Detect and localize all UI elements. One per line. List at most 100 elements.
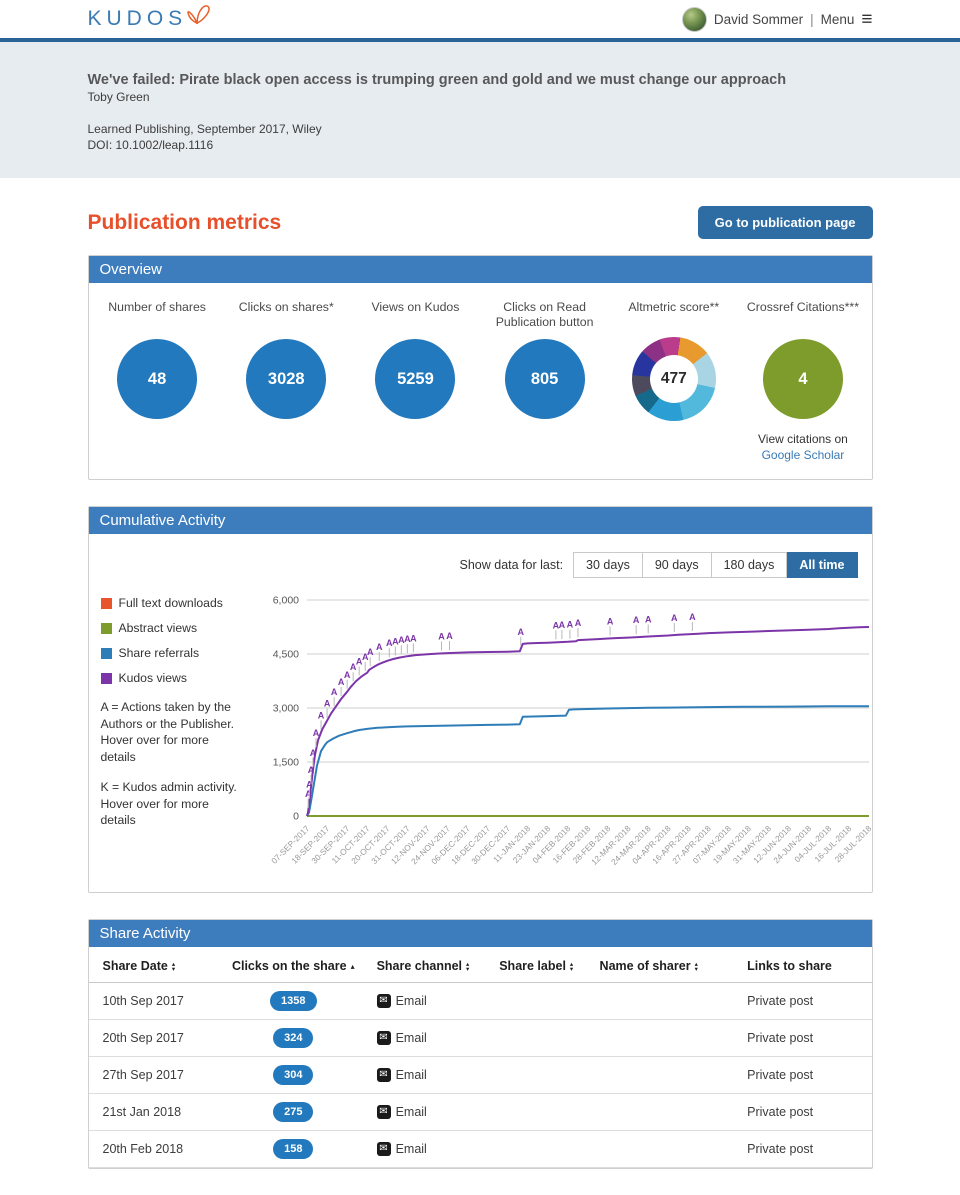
cumulative-activity-chart[interactable]: 01,5003,0004,5006,00007-SEP-201718-SEP-2… [257, 588, 877, 883]
top-bar: KUDOS David Sommer | Menu ≡ [0, 0, 960, 42]
sharer-cell [585, 1019, 734, 1058]
metric-value-circle: 4 [762, 339, 843, 419]
svg-text:A: A [349, 663, 356, 673]
svg-text:1,500: 1,500 [272, 757, 298, 769]
metric-value-circle: 48 [117, 339, 198, 419]
svg-text:A: A [566, 620, 573, 630]
show-data-for-last-label: Show data for last: [459, 558, 564, 573]
sharer-cell [585, 1056, 734, 1095]
cumulative-activity-header: Cumulative Activity [88, 507, 872, 535]
sharer-cell [585, 1130, 734, 1169]
table-row: 10th Sep 2017 1358 ✉ Email Private post [88, 982, 872, 1021]
metric-value-circle: 3028 [246, 339, 327, 419]
note-k-kudos-admin: K = Kudos admin activity. Hover over for… [100, 780, 237, 828]
links-cell: Private post [733, 1019, 872, 1058]
publication-banner: We've failed: Pirate black open access i… [0, 42, 960, 178]
header-separator: | [810, 11, 814, 27]
share-label-cell [485, 1093, 586, 1132]
column-share-channel[interactable]: Share channel ▴ ▾ [362, 947, 486, 984]
hamburger-menu-icon[interactable]: ≡ [861, 8, 873, 30]
time-range-filter-group: 30 days 90 days 180 days All time [573, 552, 858, 579]
svg-text:4,500: 4,500 [272, 649, 298, 661]
share-activity-table: Share Date ▴ ▾ Clicks on the share ▴ Share … [88, 947, 872, 1169]
publication-title: We've failed: Pirate black open access i… [87, 72, 787, 88]
svg-text:A: A [392, 637, 399, 647]
metric-label: Clicks on shares* [238, 300, 334, 314]
metric-clicks-on-shares: Clicks on shares* 3028 [222, 297, 351, 463]
filter-30-days-button[interactable]: 30 days [573, 552, 643, 579]
go-to-publication-page-button[interactable]: Go to publication page [697, 206, 873, 239]
share-label-cell [485, 1130, 586, 1169]
svg-text:0: 0 [293, 811, 299, 823]
altmetric-score-value: 477 [649, 355, 698, 403]
svg-text:A: A [517, 627, 524, 637]
legend-swatch-icon [100, 598, 112, 610]
table-row: 21st Jan 2018 275 ✉ Email Private post [88, 1093, 872, 1132]
svg-text:A: A [337, 677, 344, 687]
share-date-cell: 20th Sep 2017 [88, 1019, 218, 1058]
metric-value-circle: 805 [504, 339, 585, 419]
menu-label[interactable]: Menu [820, 11, 855, 27]
filter-180-days-button[interactable]: 180 days [711, 552, 788, 579]
column-clicks-on-share[interactable]: Clicks on the share ▴ [217, 947, 363, 984]
column-links-to-share: Links to share [733, 947, 872, 984]
channel-label: Email [395, 1142, 427, 1157]
table-row: 20th Sep 2017 324 ✉ Email Private post [88, 1019, 872, 1058]
table-row: 27th Sep 2017 304 ✉ Email Private post [88, 1056, 872, 1095]
links-cell: Private post [733, 1093, 872, 1132]
legend-item-abstract-views: Abstract views [100, 621, 251, 635]
email-icon: ✉ [376, 1068, 391, 1083]
share-label-cell [485, 982, 586, 1021]
svg-text:A: A [689, 612, 696, 622]
svg-text:A: A [386, 639, 393, 649]
svg-text:A: A [376, 642, 383, 652]
svg-text:A: A [644, 615, 651, 625]
svg-text:A: A [361, 652, 368, 662]
channel-label: Email [395, 1105, 427, 1120]
page-title: Publication metrics [87, 210, 282, 234]
sharer-cell [585, 982, 734, 1021]
clicks-badge: 275 [273, 1102, 314, 1123]
kudos-logo[interactable]: KUDOS [88, 4, 213, 34]
user-avatar[interactable] [681, 6, 707, 32]
column-name-of-sharer[interactable]: Name of sharer ▴ ▾ [585, 947, 734, 984]
butterfly-icon [185, 2, 212, 31]
legend-swatch-icon [100, 648, 112, 660]
user-name[interactable]: David Sommer [713, 11, 804, 27]
legend-item-kudos-views: Kudos views [100, 671, 251, 685]
svg-text:A: A [404, 635, 411, 645]
svg-text:A: A [309, 748, 316, 758]
svg-text:A: A [606, 617, 613, 627]
svg-text:A: A [558, 620, 565, 630]
svg-text:A: A [307, 766, 314, 776]
svg-text:A: A [552, 621, 559, 631]
links-cell: Private post [733, 982, 872, 1021]
filter-all-time-button[interactable]: All time [787, 552, 858, 579]
channel-label: Email [395, 1031, 427, 1046]
sort-icon: ▴ ▾ [171, 961, 176, 974]
metric-altmetric-score: Altmetric score** 477 [609, 297, 738, 463]
sort-icon: ▴ ▾ [694, 961, 698, 974]
altmetric-badge-icon[interactable]: 477 [631, 337, 716, 421]
legend-item-full-text-downloads: Full text downloads [100, 596, 251, 610]
share-label-cell [485, 1019, 586, 1058]
svg-text:6,000: 6,000 [272, 595, 298, 607]
email-icon: ✉ [376, 1105, 391, 1120]
overview-panel-header: Overview [88, 256, 872, 283]
clicks-badge: 1358 [270, 991, 317, 1012]
google-scholar-link[interactable]: Google Scholar [761, 448, 845, 463]
sort-icon: ▴ ▾ [466, 961, 470, 974]
note-a-actions: A = Actions taken by the Authors or the … [100, 700, 234, 764]
metric-label: Views on Kudos [371, 300, 460, 314]
column-share-label[interactable]: Share label ▴ ▾ [485, 947, 586, 984]
column-share-date[interactable]: Share Date ▴ ▾ [88, 947, 218, 984]
svg-text:A: A [355, 657, 362, 667]
chart-legend: Full text downloads Abstract views Share… [99, 588, 257, 828]
metric-label: Number of shares [108, 300, 206, 314]
svg-text:A: A [632, 616, 639, 626]
kudos-logo-text: KUDOS [87, 7, 188, 30]
svg-text:A: A [366, 648, 373, 658]
filter-90-days-button[interactable]: 90 days [642, 552, 712, 579]
clicks-badge: 324 [273, 1028, 314, 1049]
share-date-cell: 20th Feb 2018 [88, 1130, 218, 1169]
